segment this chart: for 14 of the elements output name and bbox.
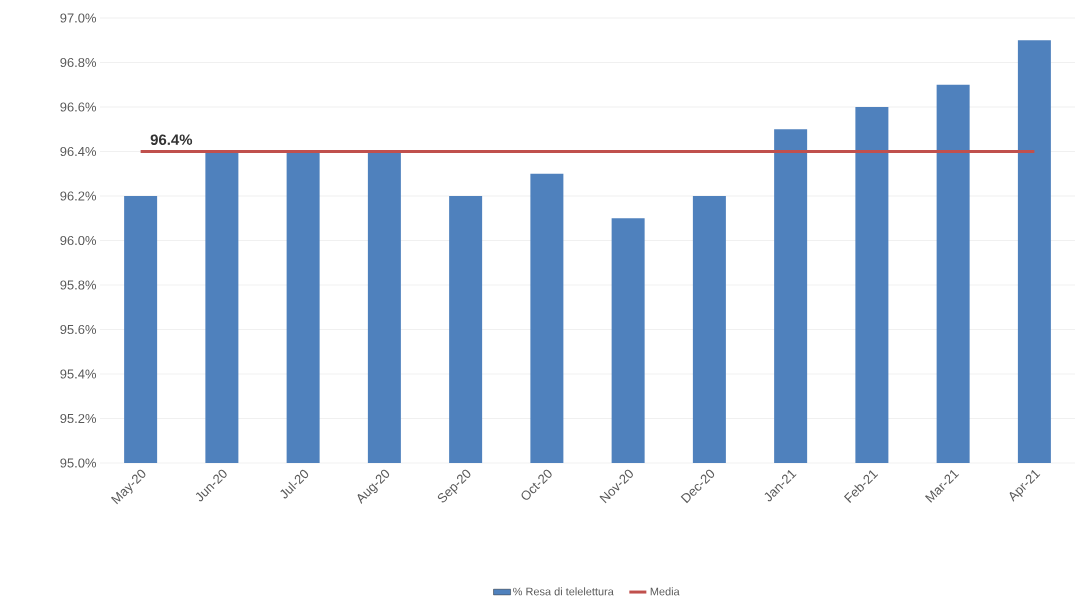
y-tick-label: 95.0%	[60, 458, 97, 468]
y-tick-label: 96.4%	[60, 146, 97, 157]
y-tick-label: 95.8%	[60, 280, 97, 290]
y-tick-label: 96.2%	[60, 191, 97, 201]
y-tick-label: 96.6%	[60, 102, 97, 112]
y-tick-label: 95.2%	[60, 413, 97, 424]
annotation: 96.4%	[150, 134, 193, 145]
legend-label: Media	[650, 587, 680, 596]
y-tick-label: 95.6%	[60, 324, 97, 335]
legend-label: % Resa di telelettura	[513, 587, 614, 596]
y-tick-label: 97.0%	[60, 13, 97, 23]
y-tick-label: 96.8%	[60, 57, 97, 68]
y-tick-label: 96.0%	[60, 235, 97, 246]
y-tick-label: 95.4%	[60, 369, 97, 379]
